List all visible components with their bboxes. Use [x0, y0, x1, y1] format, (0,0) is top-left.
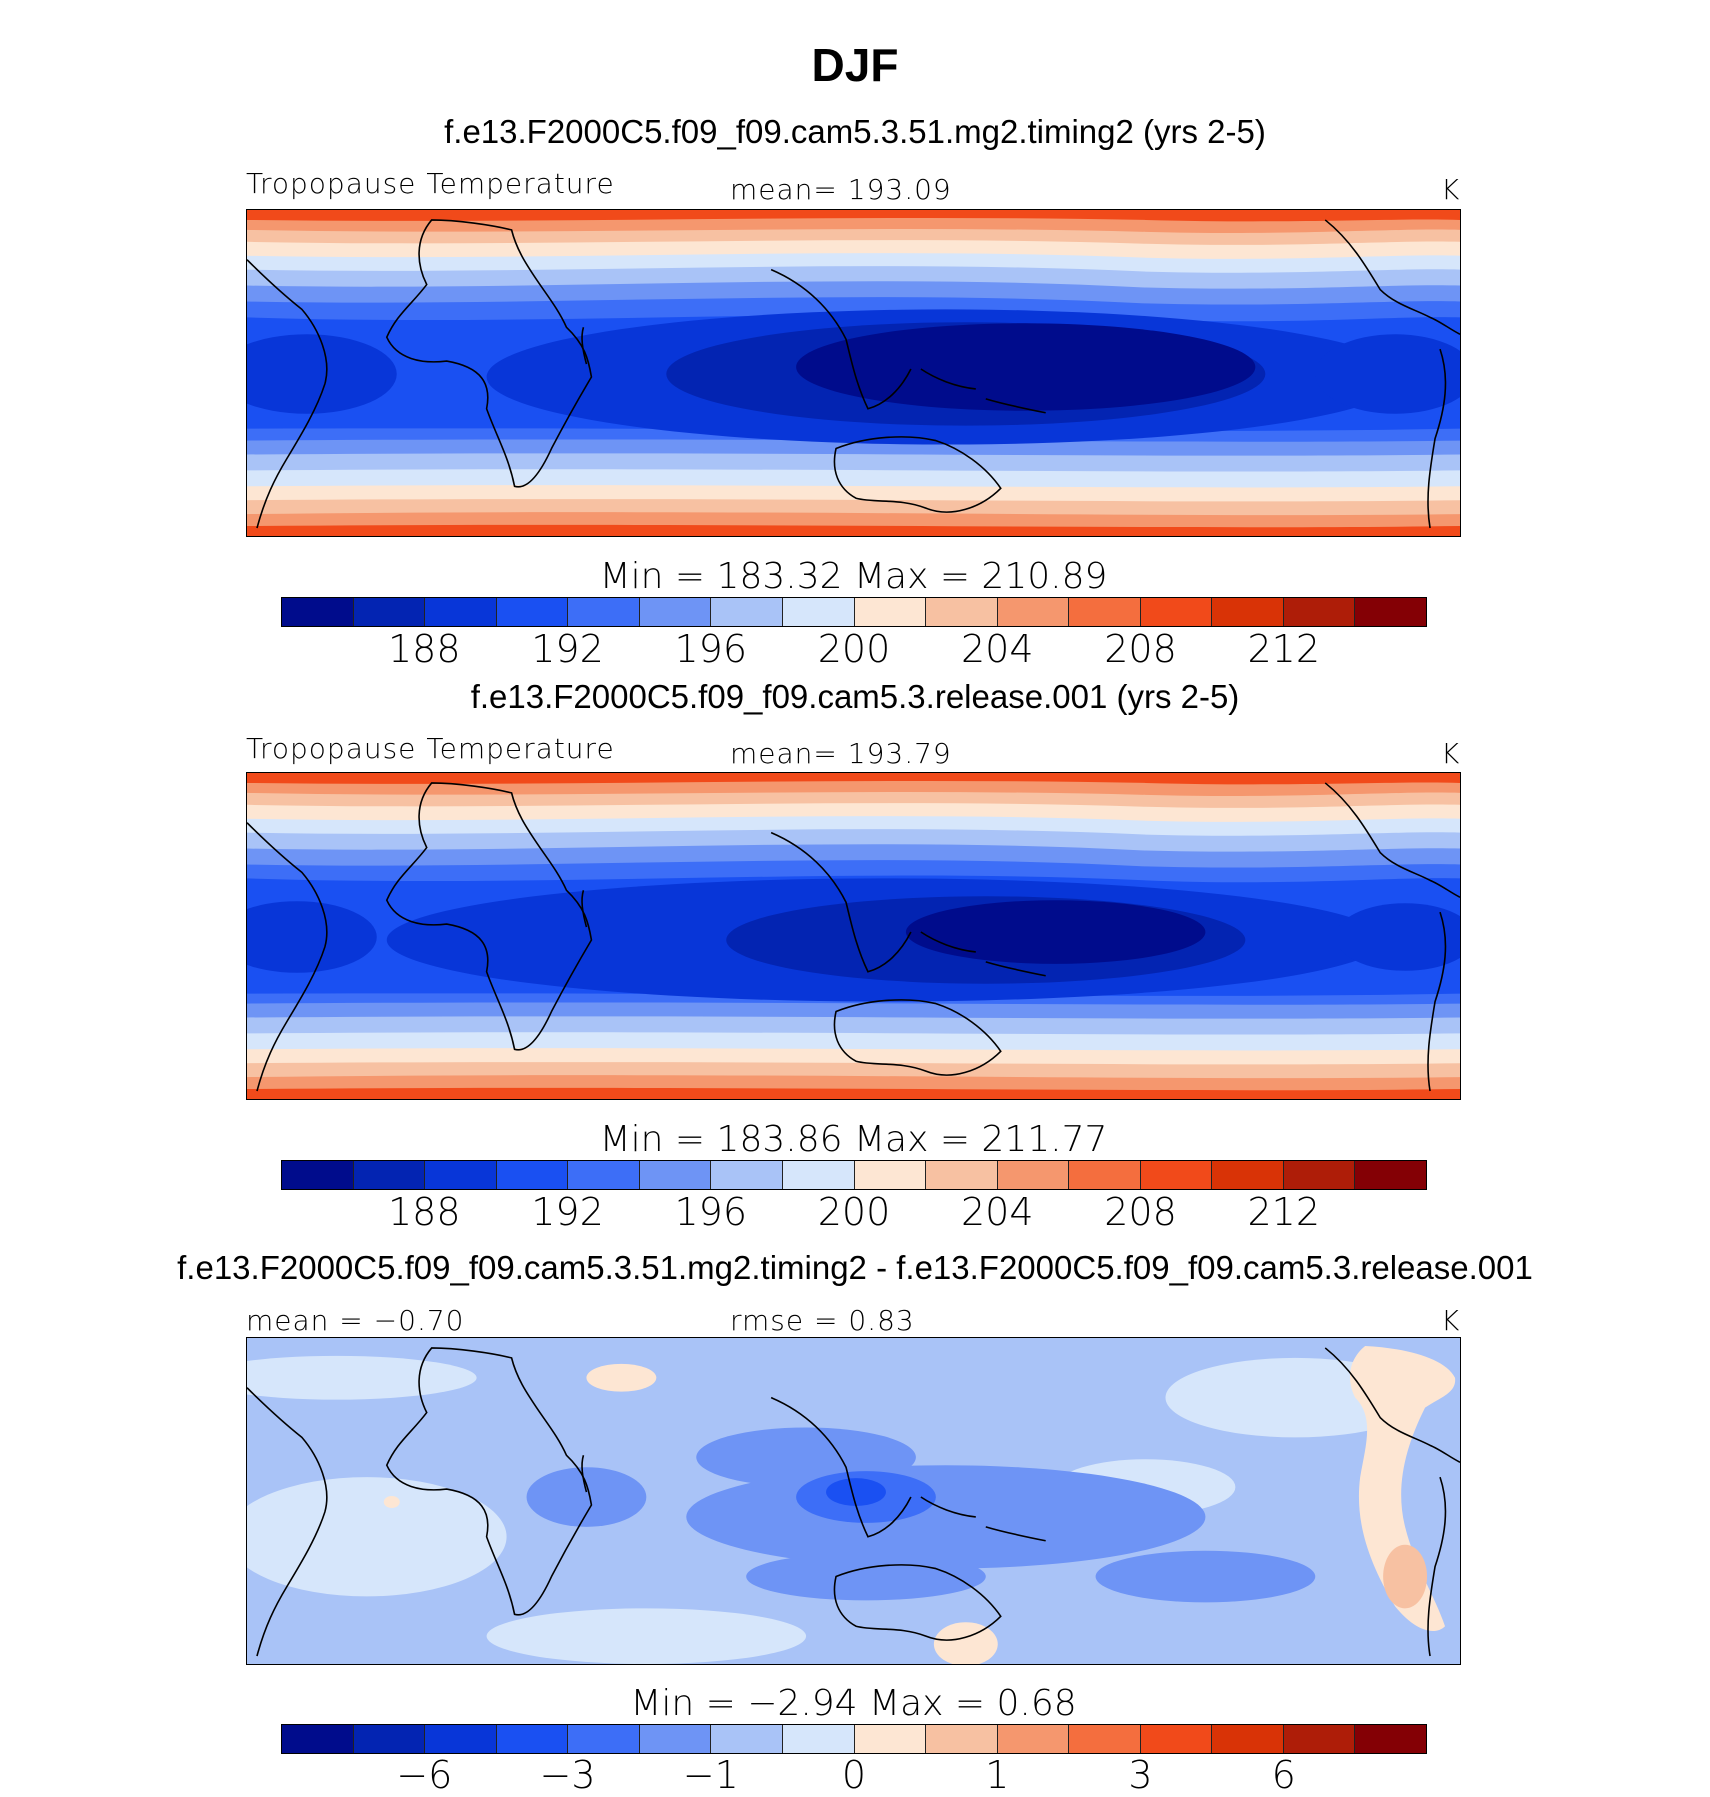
colorbar-tick-label: −3	[539, 1753, 596, 1797]
panel1-colorbar-ticks: 188 192 196 200 204 208 212	[281, 627, 1427, 671]
panel2-variable-label: Tropopause Temperature	[246, 732, 615, 765]
panel2-colorbar-ticks: 188 192 196 200 204 208 212	[281, 1190, 1427, 1234]
colorbar-tick-label: 208	[1104, 1190, 1177, 1234]
colorbar-swatch	[496, 1725, 569, 1753]
colorbar-swatch	[1140, 1161, 1213, 1189]
colorbar-swatch	[1140, 1725, 1213, 1753]
colorbar-swatch	[711, 1161, 783, 1189]
colorbar-tick-label: 196	[674, 627, 748, 671]
colorbar-swatch	[282, 598, 354, 626]
colorbar-swatch	[353, 1161, 426, 1189]
colorbar-swatch	[568, 1161, 640, 1189]
colorbar-swatch	[1283, 1161, 1356, 1189]
colorbar-swatch	[1283, 598, 1356, 626]
colorbar-swatch	[1355, 1725, 1426, 1753]
colorbar-swatch	[1212, 1161, 1284, 1189]
panel3-units-label: K	[1441, 1304, 1461, 1337]
panel1-units-label: K	[1441, 173, 1461, 206]
panel1-variable-label: Tropopause Temperature	[246, 167, 615, 200]
colorbar-swatch	[425, 1161, 497, 1189]
colorbar-swatch	[997, 598, 1070, 626]
colorbar-tick-label: 188	[387, 1190, 461, 1234]
colorbar-swatch	[854, 1725, 927, 1753]
colorbar-swatch	[639, 1161, 712, 1189]
colorbar-swatch	[639, 1725, 712, 1753]
panel2-mean-label: mean= 193.79	[730, 737, 952, 770]
colorbar-swatch	[1212, 598, 1284, 626]
panel3-rmse-label: rmse = 0.83	[730, 1304, 915, 1337]
panel3-map	[246, 1337, 1461, 1665]
panel1-colorbar	[281, 597, 1427, 627]
colorbar-swatch	[1283, 1725, 1356, 1753]
colorbar-tick-label: 212	[1247, 1190, 1321, 1234]
colorbar-swatch	[854, 598, 927, 626]
colorbar-swatch	[782, 1161, 855, 1189]
colorbar-swatch	[425, 598, 497, 626]
panel1-mean-label: mean= 193.09	[730, 173, 952, 206]
colorbar-swatch	[496, 1161, 569, 1189]
colorbar-swatch	[496, 598, 569, 626]
panel2-map	[246, 772, 1461, 1100]
panel1-minmax-label: Min = 183.32 Max = 210.89	[599, 556, 1108, 597]
panel3-case-title: f.e13.F2000C5.f09_f09.cam5.3.51.mg2.timi…	[177, 1249, 1533, 1286]
panel3-colorbar-ticks: −6 −3 −1 0 1 3 6	[281, 1753, 1427, 1797]
colorbar-tick-label: 1	[985, 1753, 1010, 1797]
colorbar-tick-label: 200	[817, 627, 891, 671]
colorbar-swatch	[1355, 1161, 1426, 1189]
colorbar-swatch	[353, 1725, 426, 1753]
colorbar-swatch	[711, 598, 783, 626]
colorbar-swatch	[425, 1725, 497, 1753]
colorbar-swatch	[711, 1725, 783, 1753]
colorbar-tick-label: 204	[960, 627, 1034, 671]
panel2-units-label: K	[1441, 737, 1461, 770]
colorbar-tick-label: 188	[387, 627, 461, 671]
panel3-mean-label: mean = −0.70	[246, 1304, 465, 1337]
colorbar-swatch	[997, 1161, 1070, 1189]
colorbar-tick-label: 192	[531, 1190, 604, 1234]
colorbar-swatch	[568, 598, 640, 626]
colorbar-swatch	[782, 1725, 855, 1753]
colorbar-swatch	[1140, 598, 1213, 626]
colorbar-swatch	[1212, 1725, 1284, 1753]
panel1-case-title: f.e13.F2000C5.f09_f09.cam5.3.51.mg2.timi…	[444, 113, 1266, 150]
colorbar-swatch	[1069, 1161, 1141, 1189]
panel3-colorbar	[281, 1724, 1427, 1754]
colorbar-tick-label: 192	[531, 627, 604, 671]
colorbar-tick-label: 200	[817, 1190, 891, 1234]
colorbar-tick-label: −6	[396, 1753, 453, 1797]
panel2-minmax-label: Min = 183.86 Max = 211.77	[599, 1119, 1108, 1160]
colorbar-tick-label: 196	[674, 1190, 748, 1234]
colorbar-swatch	[353, 598, 426, 626]
colorbar-tick-label: 6	[1271, 1753, 1296, 1797]
colorbar-swatch	[926, 1725, 998, 1753]
colorbar-swatch	[1069, 1725, 1141, 1753]
colorbar-tick-label: 208	[1104, 627, 1177, 671]
colorbar-swatch	[926, 598, 998, 626]
colorbar-swatch	[639, 598, 712, 626]
colorbar-swatch	[282, 1161, 354, 1189]
colorbar-tick-label: 0	[841, 1753, 867, 1797]
colorbar-swatch	[997, 1725, 1070, 1753]
panel3-minmax-label: Min = −2.94 Max = 0.68	[630, 1683, 1077, 1724]
colorbar-swatch	[926, 1161, 998, 1189]
colorbar-tick-label: 3	[1128, 1753, 1153, 1797]
colorbar-swatch	[1355, 598, 1426, 626]
colorbar-tick-label: 204	[960, 1190, 1034, 1234]
colorbar-tick-label: −1	[682, 1753, 739, 1797]
colorbar-swatch	[282, 1725, 354, 1753]
figure-title: DJF	[811, 39, 899, 91]
colorbar-swatch	[568, 1725, 640, 1753]
colorbar-swatch	[1069, 598, 1141, 626]
colorbar-tick-label: 212	[1247, 627, 1321, 671]
panel2-case-title: f.e13.F2000C5.f09_f09.cam5.3.release.001…	[470, 678, 1240, 715]
colorbar-swatch	[782, 598, 855, 626]
colorbar-swatch	[854, 1161, 927, 1189]
panel1-map	[246, 209, 1461, 537]
panel2-colorbar	[281, 1160, 1427, 1190]
